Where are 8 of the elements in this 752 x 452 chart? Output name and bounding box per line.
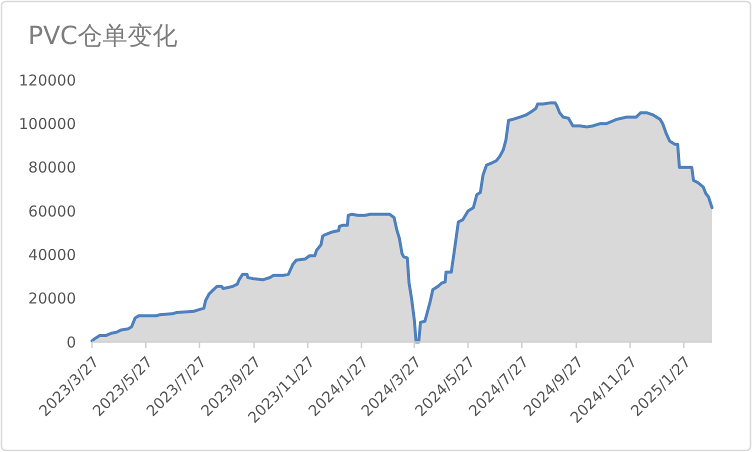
y-tick-label: 0 — [66, 333, 76, 352]
y-tick-label: 100000 — [18, 114, 76, 133]
chart-title: PVC仓单变化 — [28, 21, 178, 50]
y-tick-label: 60000 — [28, 202, 76, 220]
y-tick-label: 120000 — [18, 71, 76, 90]
y-tick-label: 80000 — [28, 158, 76, 177]
y-tick-label: 40000 — [28, 246, 76, 264]
y-tick-label: 20000 — [28, 290, 76, 308]
